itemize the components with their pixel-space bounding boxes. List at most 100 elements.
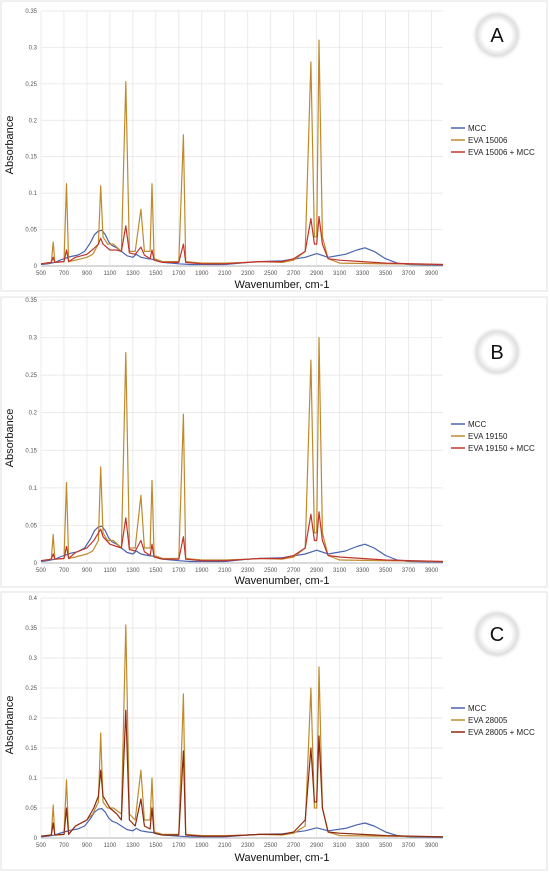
x-tick-labels: 500 700 900 1100 1300 1500 1700 1900 2100 2300 250…	[36, 843, 439, 849]
x-tick-label: 1300	[126, 271, 140, 277]
legend-label: EVA 15006 + MCC	[468, 148, 535, 157]
x-axis-label: Wavenumber, cm-1	[235, 279, 330, 291]
y-tick-label: 0.35	[25, 298, 37, 304]
panel-b: 0 0.05 0.1 0.15 0.2 0.25 0.3 0.35 500 700 900 1100…	[0, 296, 548, 588]
y-tick-label: 0.3	[29, 45, 38, 51]
legend-label: MCC	[468, 420, 486, 429]
x-tick-label: 3500	[379, 843, 393, 849]
x-tick-label: 1100	[103, 843, 117, 849]
legend-label: EVA 19150	[468, 432, 508, 441]
panel-frame	[0, 0, 548, 292]
series-line-2	[40, 39, 444, 266]
x-tick-label: 2300	[241, 843, 255, 849]
y-tick-label: 0.4	[29, 596, 38, 602]
y-tick-label: 0.1	[29, 191, 38, 197]
panel-c: 0 0.05 0.1 0.15 0.2 0.25 0.3 0.35 0.4 500 700 900 1…	[0, 591, 548, 871]
x-tick-label: 3300	[356, 568, 370, 574]
x-tick-label: 2300	[241, 568, 255, 574]
series-line-2	[40, 337, 444, 563]
panel-frame	[0, 296, 548, 588]
x-tick-label: 3700	[402, 271, 416, 277]
x-tick-label: 900	[82, 843, 93, 849]
y-tick-label: 0.15	[25, 746, 37, 752]
x-tick-label: 2900	[310, 568, 324, 574]
x-tick-label: 2500	[264, 843, 278, 849]
y-axis-label: Absorbance	[4, 409, 16, 468]
x-tick-label: 3100	[333, 568, 347, 574]
y-tick-label: 0.2	[29, 118, 38, 124]
x-tick-label: 3900	[425, 271, 439, 277]
y-tick-label: 0.25	[25, 373, 37, 379]
y-tick-label: 0.1	[29, 486, 38, 492]
x-tick-label: 900	[82, 271, 93, 277]
x-tick-label: 1500	[149, 843, 163, 849]
x-tick-label: 900	[82, 568, 93, 574]
x-tick-label: 1900	[195, 843, 209, 849]
spectra-lines	[40, 39, 444, 266]
panel-badge-glow	[471, 9, 523, 61]
x-tick-label: 2700	[287, 568, 301, 574]
y-tick-label: 0.15	[25, 448, 37, 454]
y-tick-label: 0.05	[25, 806, 37, 812]
x-tick-label: 3700	[402, 843, 416, 849]
y-tick-label: 0.05	[25, 228, 37, 234]
x-tick-label: 2900	[310, 843, 324, 849]
x-tick-label: 700	[59, 843, 70, 849]
y-tick-label: 0.2	[29, 411, 38, 417]
x-tick-label: 3300	[356, 843, 370, 849]
gridlines	[40, 10, 443, 267]
x-tick-label: 1500	[149, 568, 163, 574]
series-line-3	[40, 709, 444, 838]
y-tick-label: 0.05	[25, 523, 37, 529]
x-tick-label: 2300	[241, 271, 255, 277]
series-line-1	[40, 808, 444, 838]
x-tick-label: 3700	[402, 568, 416, 574]
legend-label: EVA 19150 + MCC	[468, 444, 535, 453]
x-tick-labels: 500 700 900 1100 1300 1500 1700 1900 2100 2300 250…	[36, 568, 439, 574]
x-tick-label: 3900	[425, 568, 439, 574]
x-tick-label: 1700	[172, 568, 186, 574]
x-tick-label: 1900	[195, 568, 209, 574]
x-tick-label: 2100	[218, 843, 232, 849]
legend-label: EVA 28005 + MCC	[468, 728, 535, 737]
y-tick-labels: 0 0.05 0.1 0.15 0.2 0.25 0.3 0.35	[25, 9, 37, 270]
spectra-lines	[40, 337, 444, 563]
x-tick-label: 2700	[287, 843, 301, 849]
gridlines	[40, 597, 443, 839]
x-tick-label: 3500	[379, 271, 393, 277]
x-tick-label: 2100	[218, 568, 232, 574]
x-tick-label: 500	[36, 271, 47, 277]
x-tick-label: 1100	[103, 568, 117, 574]
y-tick-label: 0	[34, 836, 38, 842]
x-tick-label: 2500	[264, 271, 278, 277]
panel-badge-glow	[471, 608, 523, 660]
x-tick-label: 1700	[172, 843, 186, 849]
series-line-3	[40, 511, 444, 563]
y-tick-labels: 0 0.05 0.1 0.15 0.2 0.25 0.3 0.35	[25, 298, 37, 567]
x-tick-label: 2700	[287, 271, 301, 277]
y-tick-label: 0.3	[29, 336, 38, 342]
y-tick-label: 0	[34, 561, 38, 567]
y-tick-label: 0.1	[29, 776, 38, 782]
y-axis-label: Absorbance	[4, 696, 16, 755]
x-tick-label: 3100	[333, 843, 347, 849]
legend-label: EVA 28005	[468, 716, 508, 725]
x-tick-label: 1500	[149, 271, 163, 277]
legend: MCC EVA 28005 EVA 28005 + MCC	[451, 704, 535, 737]
panel-badge-c: C	[490, 624, 504, 646]
x-tick-label: 2100	[218, 271, 232, 277]
spectra-lines	[40, 624, 444, 838]
x-tick-label: 3500	[379, 568, 393, 574]
y-axis-label: Absorbance	[4, 116, 16, 175]
gridlines	[40, 299, 443, 564]
x-tick-label: 2500	[264, 568, 278, 574]
x-tick-label: 3900	[425, 843, 439, 849]
series-line-1	[40, 229, 444, 266]
legend: MCC EVA 15006 EVA 15006 + MCC	[451, 124, 535, 157]
x-tick-label: 700	[59, 271, 70, 277]
panel-badge-glow	[471, 326, 523, 378]
series-line-1	[40, 525, 444, 563]
x-tick-label: 1900	[195, 271, 209, 277]
y-tick-label: 0.35	[25, 626, 37, 632]
